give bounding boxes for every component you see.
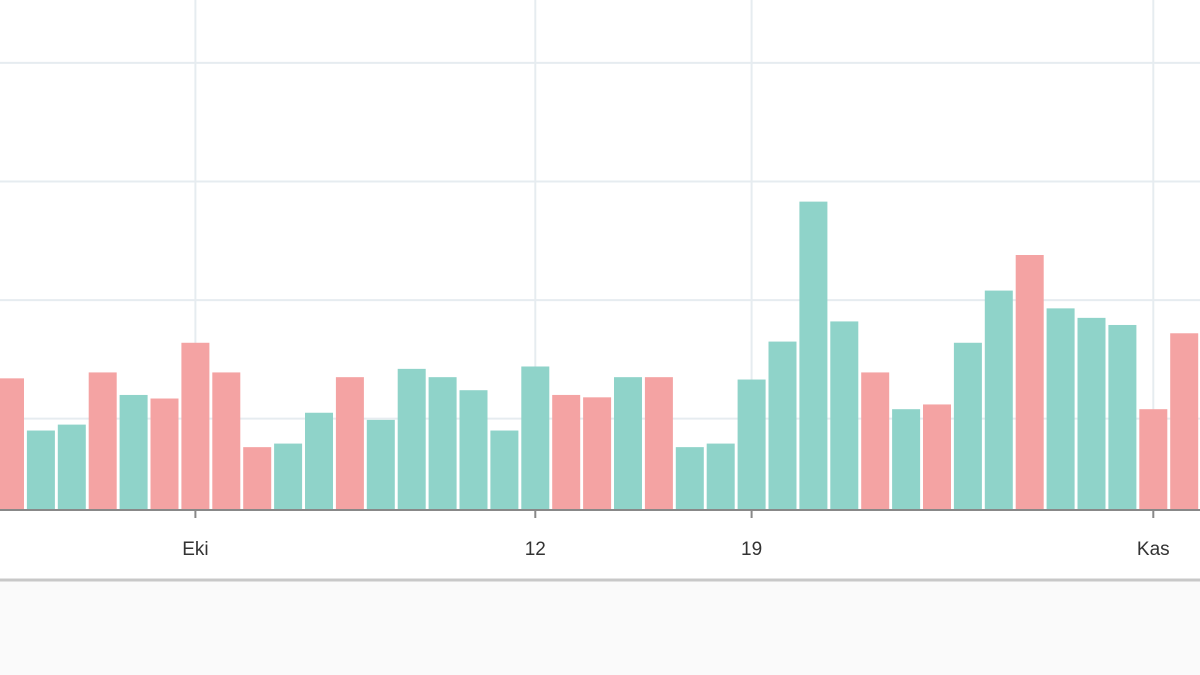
bar (88, 372, 117, 510)
bar (861, 372, 890, 510)
bar (768, 341, 797, 510)
bar (675, 447, 704, 510)
x-tick-label: Kas (1137, 539, 1170, 560)
x-tick-label: 12 (525, 539, 546, 560)
bar (1077, 317, 1106, 510)
bar (923, 404, 951, 510)
bar (397, 368, 426, 510)
lower-panel (0, 580, 1200, 675)
bar (1046, 308, 1075, 510)
bar (984, 290, 1013, 510)
bar (583, 397, 612, 510)
bar (459, 390, 488, 510)
bar (830, 321, 859, 510)
bar (335, 377, 364, 510)
bar (305, 412, 333, 510)
bar (428, 377, 457, 510)
bar (119, 394, 148, 510)
bar (243, 447, 272, 510)
x-tick-label: Eki (182, 539, 208, 560)
bar (490, 430, 519, 510)
bar (212, 372, 241, 510)
bar (953, 342, 982, 510)
bar (521, 366, 550, 510)
bar (552, 394, 581, 510)
bar (1108, 324, 1137, 510)
bar (614, 377, 642, 510)
bar (706, 443, 735, 510)
bar (150, 398, 179, 510)
bar (0, 378, 24, 510)
bar (366, 419, 395, 510)
bar (799, 201, 828, 510)
bar (26, 430, 55, 510)
bar (57, 424, 86, 510)
bar (274, 443, 303, 510)
bar (1170, 333, 1199, 510)
x-tick-label: 19 (741, 539, 762, 560)
bar (737, 379, 766, 510)
bar (644, 377, 673, 510)
bar (1139, 409, 1168, 510)
bar (1015, 255, 1044, 510)
bar (892, 409, 921, 510)
bar (181, 342, 210, 510)
